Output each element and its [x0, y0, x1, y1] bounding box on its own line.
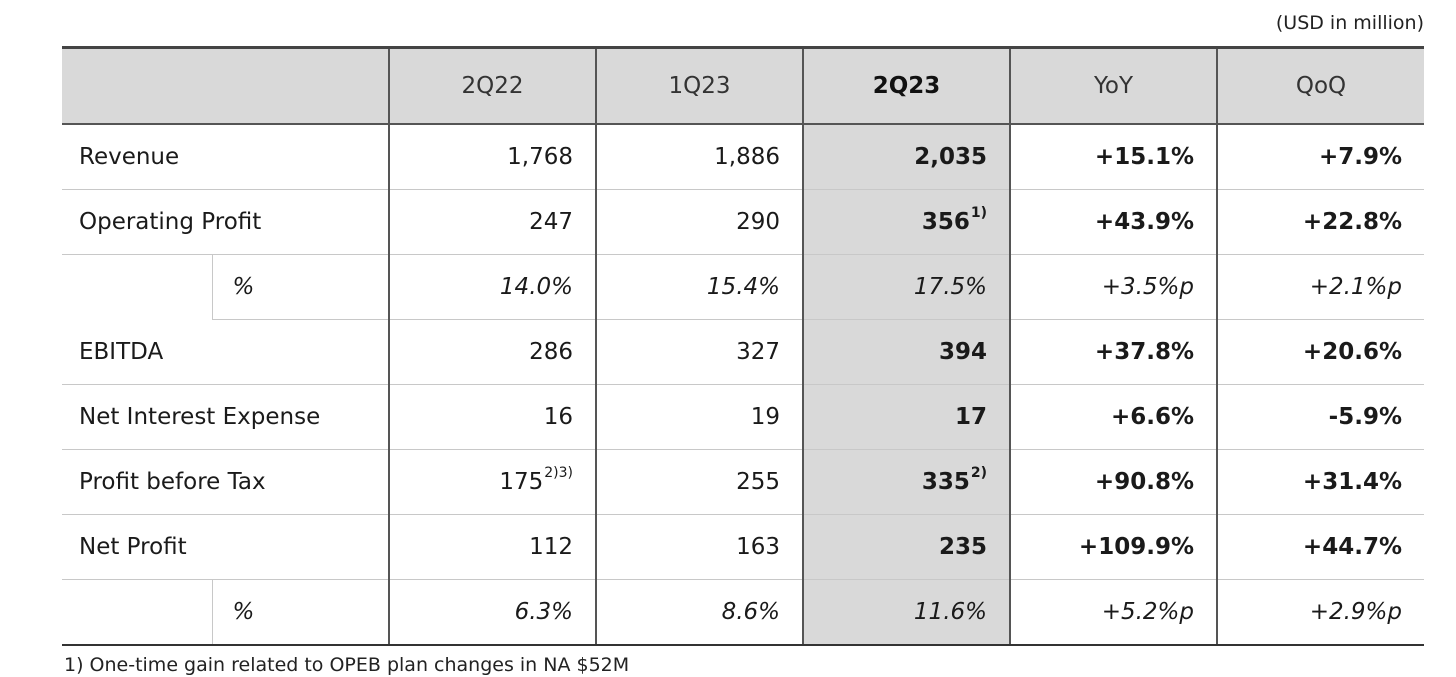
cell-2q22: 6.3%	[388, 579, 596, 646]
cell-2q23: 17	[802, 384, 1010, 450]
unit-note: (USD in million)	[1275, 12, 1424, 34]
row-label: Revenue	[62, 124, 389, 190]
row-label: Operating Profit	[62, 189, 389, 255]
cell-2q22: 14.0%	[388, 254, 596, 320]
cell-qoq: +44.7%	[1216, 514, 1424, 580]
cell-qoq: +31.4%	[1216, 449, 1424, 515]
row-ebitda: EBITDA 286 327 394 +37.8% +20.6%	[62, 319, 1424, 385]
cell-yoy: +5.2%p	[1009, 579, 1217, 646]
row-net-interest-expense: Net Interest Expense 16 19 17 +6.6% -5.9…	[62, 384, 1424, 450]
row-label: EBITDA	[62, 319, 389, 385]
column-header-yoy: YoY	[1009, 46, 1217, 125]
row-revenue: Revenue 1,768 1,886 2,035 +15.1% +7.9%	[62, 124, 1424, 190]
cell-value: 335	[921, 469, 970, 495]
row-label: %	[211, 579, 389, 646]
cell-2q22: 286	[388, 319, 596, 385]
cell-2q23: 2,035	[802, 124, 1010, 190]
financial-summary-table: 2Q22 1Q23 2Q23 YoY QoQ Revenue 1,768 1,8…	[62, 46, 1424, 646]
cell-1q23: 290	[595, 189, 803, 255]
row-label: Net Profit	[62, 514, 389, 580]
cell-value: 175	[499, 469, 544, 495]
cell-qoq: +22.8%	[1216, 189, 1424, 255]
cell-1q23: 163	[595, 514, 803, 580]
cell-qoq: +7.9%	[1216, 124, 1424, 190]
cell-1q23: 327	[595, 319, 803, 385]
cell-yoy: +43.9%	[1009, 189, 1217, 255]
row-operating-margin: % 14.0% 15.4% 17.5% +3.5%p +2.1%p	[62, 254, 1424, 320]
row-profit-before-tax: Profit before Tax 1752)3) 255 3352) +90.…	[62, 449, 1424, 515]
header-row: 2Q22 1Q23 2Q23 YoY QoQ	[62, 46, 1424, 125]
cell-2q23: 17.5%	[802, 254, 1010, 320]
row-label: Profit before Tax	[62, 449, 389, 515]
cell-1q23: 15.4%	[595, 254, 803, 320]
column-header-1q23: 1Q23	[595, 46, 803, 125]
cell-yoy: +6.6%	[1009, 384, 1217, 450]
cell-value: 356	[921, 209, 970, 235]
row-net-profit: Net Profit 112 163 235 +109.9% +44.7%	[62, 514, 1424, 580]
cell-2q23: 394	[802, 319, 1010, 385]
footnote-marker: 1)	[970, 205, 987, 221]
header-corner	[62, 46, 389, 125]
cell-yoy: +90.8%	[1009, 449, 1217, 515]
column-header-qoq: QoQ	[1216, 46, 1424, 125]
row-label: Net Interest Expense	[62, 384, 389, 450]
cell-yoy: +3.5%p	[1009, 254, 1217, 320]
row-operating-profit: Operating Profit 247 290 3561) +43.9% +2…	[62, 189, 1424, 255]
row-net-margin: % 6.3% 8.6% 11.6% +5.2%p +2.9%p	[62, 579, 1424, 646]
cell-qoq: +2.1%p	[1216, 254, 1424, 320]
cell-qoq: +20.6%	[1216, 319, 1424, 385]
cell-2q22: 1,768	[388, 124, 596, 190]
cell-yoy: +109.9%	[1009, 514, 1217, 580]
cell-2q22: 1752)3)	[388, 449, 596, 515]
cell-1q23: 1,886	[595, 124, 803, 190]
cell-2q22: 16	[388, 384, 596, 450]
footnote: 1) One-time gain related to OPEB plan ch…	[64, 654, 630, 676]
indent-cell	[62, 579, 212, 646]
indent-cell	[62, 255, 212, 320]
cell-2q22: 112	[388, 514, 596, 580]
cell-2q23: 3561)	[802, 189, 1010, 255]
footnote-marker: 2)	[970, 465, 987, 481]
cell-2q22: 247	[388, 189, 596, 255]
cell-2q23: 235	[802, 514, 1010, 580]
footnote-marker: 2)3)	[544, 465, 573, 481]
cell-2q23: 3352)	[802, 449, 1010, 515]
column-header-2q23: 2Q23	[802, 46, 1010, 125]
cell-yoy: +37.8%	[1009, 319, 1217, 385]
column-header-2q22: 2Q22	[388, 46, 596, 125]
cell-qoq: -5.9%	[1216, 384, 1424, 450]
cell-2q23: 11.6%	[802, 579, 1010, 646]
cell-1q23: 19	[595, 384, 803, 450]
cell-1q23: 255	[595, 449, 803, 515]
cell-yoy: +15.1%	[1009, 124, 1217, 190]
cell-qoq: +2.9%p	[1216, 579, 1424, 646]
cell-1q23: 8.6%	[595, 579, 803, 646]
row-label: %	[211, 254, 389, 320]
